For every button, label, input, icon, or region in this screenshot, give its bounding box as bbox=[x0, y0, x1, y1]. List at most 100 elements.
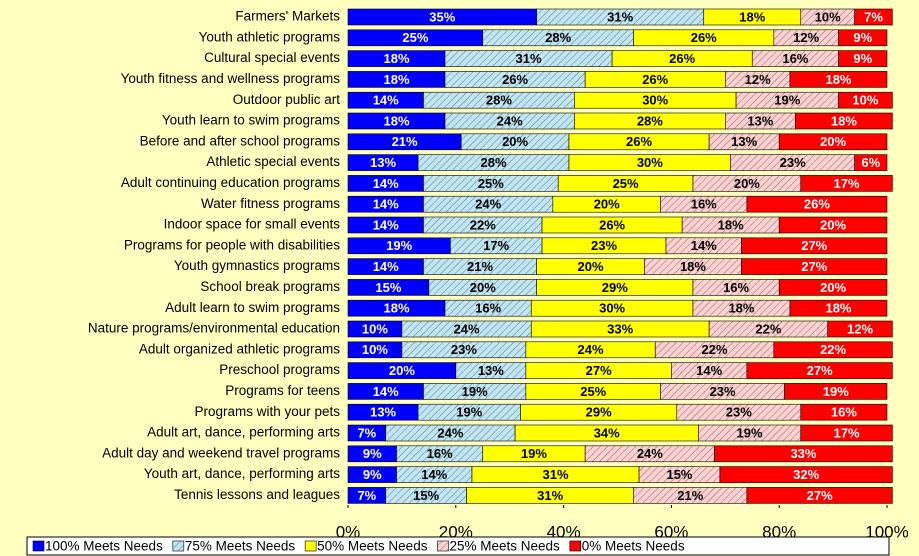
bar-segment bbox=[827, 320, 893, 338]
value-label: 26% bbox=[804, 197, 830, 212]
legend-swatch bbox=[172, 540, 185, 552]
value-label: 20% bbox=[502, 134, 528, 149]
value-label: 26% bbox=[502, 72, 528, 87]
x-tick-label: 20% bbox=[439, 522, 473, 541]
value-label: 25% bbox=[478, 176, 504, 191]
value-label: 12% bbox=[793, 30, 819, 45]
value-label: 13% bbox=[370, 405, 396, 420]
legend-label: 50% Meets Needs bbox=[317, 539, 428, 554]
legend-label: 75% Meets Needs bbox=[185, 539, 296, 554]
value-label: 16% bbox=[831, 405, 857, 420]
value-label: 29% bbox=[602, 280, 628, 295]
value-label: 24% bbox=[637, 446, 663, 461]
value-label: 19% bbox=[456, 405, 482, 420]
bar-segment bbox=[714, 445, 893, 463]
value-label: 24% bbox=[454, 321, 480, 336]
value-label: 27% bbox=[801, 238, 827, 253]
value-label: 18% bbox=[739, 9, 765, 24]
bar-segment bbox=[800, 175, 893, 192]
value-label: 20% bbox=[389, 363, 415, 378]
value-label: 9% bbox=[853, 30, 872, 45]
value-label: 31% bbox=[607, 9, 633, 24]
value-label: 30% bbox=[599, 301, 625, 316]
legend-box bbox=[26, 536, 890, 556]
value-label: 13% bbox=[747, 113, 773, 128]
value-label: 23% bbox=[726, 405, 752, 420]
value-label: 33% bbox=[790, 446, 816, 461]
value-label: 16% bbox=[782, 51, 808, 66]
bar-segment bbox=[741, 258, 888, 275]
value-label: 17% bbox=[834, 176, 860, 191]
x-tick-label: 80% bbox=[762, 522, 796, 541]
bar-segment bbox=[800, 424, 893, 442]
legend-swatch bbox=[569, 540, 582, 552]
value-label: 16% bbox=[723, 280, 749, 295]
value-label: 21% bbox=[392, 134, 418, 149]
value-label: 19% bbox=[462, 384, 488, 399]
value-label: 25% bbox=[402, 30, 428, 45]
value-label: 19% bbox=[386, 238, 412, 253]
bar-segment bbox=[789, 299, 888, 317]
bar-segment bbox=[789, 71, 888, 88]
category-label: Programs for people with disabilities bbox=[124, 237, 340, 252]
category-label: Adult art, dance, performing arts bbox=[147, 425, 340, 440]
value-label: 13% bbox=[370, 155, 396, 170]
value-label: 17% bbox=[483, 238, 509, 253]
value-label: 18% bbox=[825, 72, 851, 87]
value-label: 20% bbox=[820, 134, 846, 149]
value-label: 19% bbox=[737, 425, 763, 440]
category-label: Adult learn to swim programs bbox=[165, 300, 340, 315]
value-label: 24% bbox=[437, 425, 463, 440]
value-label: 24% bbox=[475, 197, 501, 212]
value-label: 10% bbox=[852, 93, 878, 108]
value-label: 9% bbox=[853, 51, 872, 66]
value-label: 26% bbox=[691, 30, 717, 45]
value-label: 21% bbox=[677, 488, 703, 503]
value-label: 10% bbox=[815, 9, 841, 24]
value-label: 27% bbox=[801, 259, 827, 274]
value-label: 31% bbox=[516, 51, 542, 66]
value-label: 14% bbox=[373, 384, 399, 399]
value-label: 27% bbox=[586, 363, 612, 378]
value-label: 16% bbox=[691, 197, 717, 212]
bar-segment bbox=[746, 487, 893, 504]
bar-segment bbox=[719, 466, 893, 483]
value-label: 28% bbox=[486, 93, 512, 108]
value-label: 7% bbox=[864, 9, 883, 24]
value-label: 28% bbox=[545, 30, 571, 45]
bar-segment bbox=[741, 237, 888, 255]
value-label: 22% bbox=[702, 342, 728, 357]
value-label: 21% bbox=[467, 259, 493, 274]
category-label: Indoor space for small events bbox=[164, 217, 341, 232]
value-label: 20% bbox=[594, 197, 620, 212]
value-label: 7% bbox=[357, 488, 376, 503]
value-label: 9% bbox=[363, 467, 382, 482]
value-label: 14% bbox=[373, 217, 399, 232]
value-label: 18% bbox=[383, 51, 409, 66]
legend-swatch bbox=[32, 540, 45, 552]
bar-segment bbox=[838, 29, 888, 47]
bar-segment bbox=[838, 50, 888, 67]
value-label: 20% bbox=[820, 280, 846, 295]
value-label: 17% bbox=[834, 425, 860, 440]
value-label: 20% bbox=[734, 176, 760, 191]
value-label: 18% bbox=[718, 217, 744, 232]
x-tick-label: 40% bbox=[547, 522, 581, 541]
bar-segment bbox=[778, 133, 888, 151]
value-label: 18% bbox=[383, 301, 409, 316]
category-label: Tennis lessons and leagues bbox=[174, 487, 340, 502]
value-label: 20% bbox=[820, 217, 846, 232]
value-label: 30% bbox=[642, 93, 668, 108]
value-label: 26% bbox=[642, 72, 668, 87]
legend-swatch bbox=[437, 540, 449, 552]
value-label: 14% bbox=[373, 259, 399, 274]
value-label: 23% bbox=[451, 342, 477, 357]
value-label: 18% bbox=[680, 259, 706, 274]
value-label: 18% bbox=[383, 72, 409, 87]
value-label: 14% bbox=[373, 197, 399, 212]
value-label: 31% bbox=[542, 467, 568, 482]
legend-swatch bbox=[304, 540, 317, 552]
value-label: 20% bbox=[578, 259, 604, 274]
value-label: 14% bbox=[373, 93, 399, 108]
bar-segment bbox=[854, 8, 893, 26]
